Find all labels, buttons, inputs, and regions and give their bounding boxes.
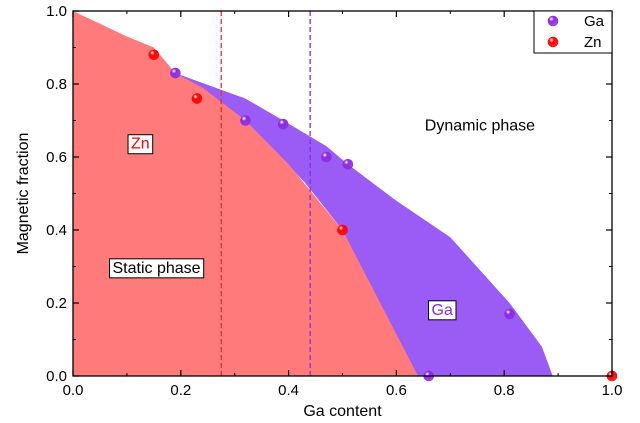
ga-data-point — [240, 115, 251, 126]
y-tick-label: 0.0 — [46, 368, 67, 385]
x-tick-label: 0.6 — [386, 382, 407, 399]
zn-data-point — [148, 49, 160, 61]
y-axis-title: Magnetic fraction — [15, 133, 32, 255]
svg-text:Dynamic phase: Dynamic phase — [425, 117, 535, 134]
y-tick-label: 1.0 — [46, 3, 67, 20]
annotation-zn: Zn — [127, 134, 154, 155]
annotation-dynamic-phase: Dynamic phase — [425, 117, 535, 134]
annotation-ga: Ga — [428, 300, 457, 321]
y-tick-label: 0.2 — [46, 295, 67, 312]
axis-ticks: 0.0 0.2 0.4 0.6 0.8 1.0 0.0 0.2 0.4 0.6 0.8 1.0 — [46, 3, 622, 399]
x-tick-label: 1.0 — [602, 382, 623, 399]
ga-data-point — [277, 118, 289, 130]
x-tick-label: 0.0 — [63, 382, 84, 399]
plot-area: Zn Static phase Ga Dynamic phase — [73, 11, 618, 382]
region-zn — [73, 11, 418, 376]
x-tick-label: 0.4 — [278, 382, 299, 399]
ga-data-point — [342, 159, 354, 170]
ga-data-point — [321, 151, 332, 163]
zn-data-point — [191, 93, 203, 104]
region-ga — [175, 73, 553, 376]
svg-text:Ga: Ga — [432, 302, 453, 319]
legend-marker-zn — [547, 36, 559, 48]
y-tick-label: 0.8 — [46, 76, 67, 93]
x-axis-title: Ga content — [303, 403, 382, 420]
y-tick-label: 0.4 — [46, 222, 67, 239]
x-tick-label: 0.8 — [494, 382, 515, 399]
legend: Ga Zn — [533, 10, 613, 54]
annotation-static-phase: Static phase — [109, 258, 205, 279]
svg-text:Static phase: Static phase — [113, 260, 201, 277]
legend-label-zn: Zn — [584, 34, 602, 51]
zn-data-point — [337, 224, 348, 236]
legend-label-ga: Ga — [584, 13, 605, 30]
ga-data-point — [504, 308, 515, 320]
x-tick-label: 0.2 — [170, 382, 191, 399]
legend-marker-ga — [547, 15, 559, 27]
y-tick-label: 0.6 — [46, 149, 67, 166]
ga-data-point — [170, 67, 181, 79]
svg-text:Zn: Zn — [131, 136, 150, 153]
